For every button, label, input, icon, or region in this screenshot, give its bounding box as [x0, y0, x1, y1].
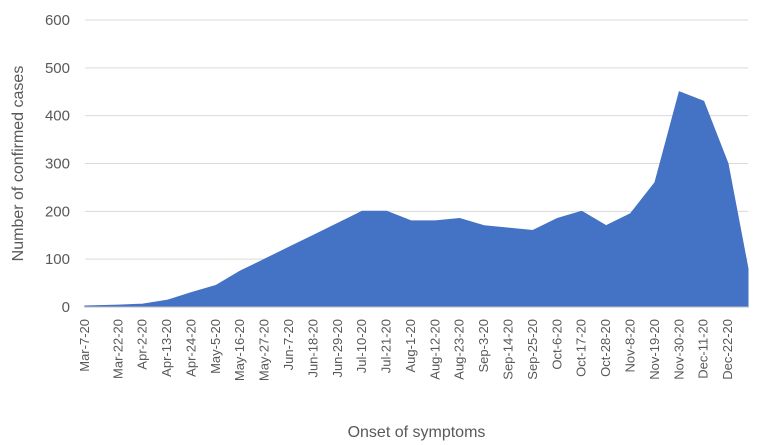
x-tick-label: Dec-22-20 — [720, 319, 735, 380]
x-tick-label: Apr-24-20 — [183, 319, 198, 377]
y-tick-labels: 0 100 200 300 400 500 600 — [45, 12, 70, 316]
x-tick-label: Apr-2-20 — [135, 319, 150, 370]
series-area — [84, 91, 749, 308]
y-tick-label: 200 — [45, 203, 70, 220]
y-tick-label: 0 — [62, 299, 70, 316]
x-tick-label: Nov-30-20 — [671, 319, 686, 380]
x-tick-label: Jun-29-20 — [330, 319, 345, 378]
x-tick-label: Jul-10-20 — [354, 319, 369, 373]
y-tick-label: 600 — [45, 12, 70, 29]
x-tick-label: Dec-11-20 — [696, 319, 711, 379]
x-tick-label: Sep-14-20 — [501, 319, 516, 380]
x-tick-label: Mar-7-20 — [77, 319, 92, 372]
x-tick-label: May-16-20 — [232, 319, 247, 381]
x-tick-label: Jun-18-20 — [305, 319, 320, 378]
y-tick-label: 500 — [45, 60, 70, 77]
x-tick-label: Jun-7-20 — [281, 319, 296, 370]
x-tick-label: May-27-20 — [257, 319, 272, 381]
y-tick-label: 400 — [45, 108, 70, 125]
x-axis-title: Onset of symptoms — [348, 424, 486, 441]
x-tick-label: Oct-6-20 — [549, 319, 564, 370]
x-tick-label: Aug-12-20 — [427, 319, 442, 380]
x-tick-label: Oct-17-20 — [574, 319, 589, 377]
x-tick-label: Oct-28-20 — [598, 319, 613, 377]
x-tick-labels: Mar-7-20 Mar-22-20 Apr-2-20 Apr-13-20 Apr-24… — [77, 319, 735, 381]
x-tick-label: Sep-3-20 — [476, 319, 491, 372]
x-tick-label: Sep-25-20 — [525, 319, 540, 380]
x-tick-label: Jul-21-20 — [379, 319, 394, 373]
y-axis-title: Number of confirmed cases — [10, 66, 27, 262]
x-tick-label: Aug-23-20 — [452, 319, 467, 380]
y-tick-label: 100 — [45, 251, 70, 268]
x-tick-label: Nov-19-20 — [647, 319, 662, 380]
x-tick-label: Mar-22-20 — [110, 319, 125, 379]
x-tick-label: Aug-1-20 — [403, 319, 418, 372]
y-tick-label: 300 — [45, 156, 70, 173]
x-tick-label: Nov-8-20 — [623, 319, 638, 372]
x-tick-label: May-5-20 — [208, 319, 223, 374]
x-tick-label: Apr-13-20 — [159, 319, 174, 377]
